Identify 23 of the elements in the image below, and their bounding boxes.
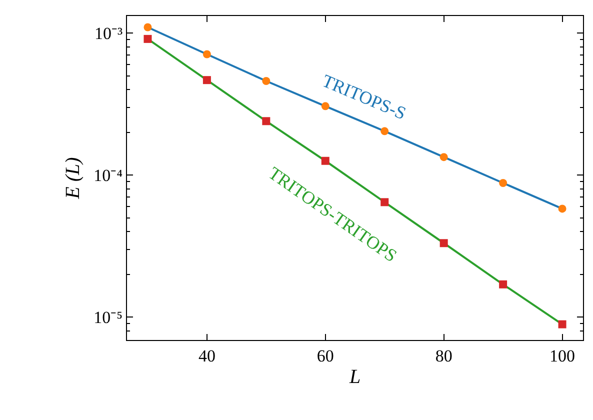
point xyxy=(558,204,566,213)
y-tick-label: 10⁻⁵ xyxy=(94,308,123,328)
point xyxy=(380,127,389,136)
y-tick-label: 10⁻³ xyxy=(94,24,123,44)
y-axis-title: E (L) xyxy=(62,156,84,200)
x-axis-title: L xyxy=(348,366,361,388)
point xyxy=(321,156,330,165)
point xyxy=(262,77,270,86)
point xyxy=(202,50,211,58)
x-tick-label: 60 xyxy=(316,346,334,366)
point xyxy=(202,76,211,84)
point xyxy=(440,239,448,248)
point xyxy=(440,153,448,162)
x-tick-label: 100 xyxy=(550,346,576,366)
point xyxy=(499,179,508,187)
point xyxy=(144,23,152,32)
point xyxy=(499,280,508,288)
point xyxy=(558,320,566,328)
y-tick-label: 10⁻⁴ xyxy=(94,166,123,186)
point xyxy=(144,34,152,43)
x-tick-label: 80 xyxy=(435,346,452,366)
x-tick-label: 40 xyxy=(198,346,216,366)
point xyxy=(262,117,270,126)
